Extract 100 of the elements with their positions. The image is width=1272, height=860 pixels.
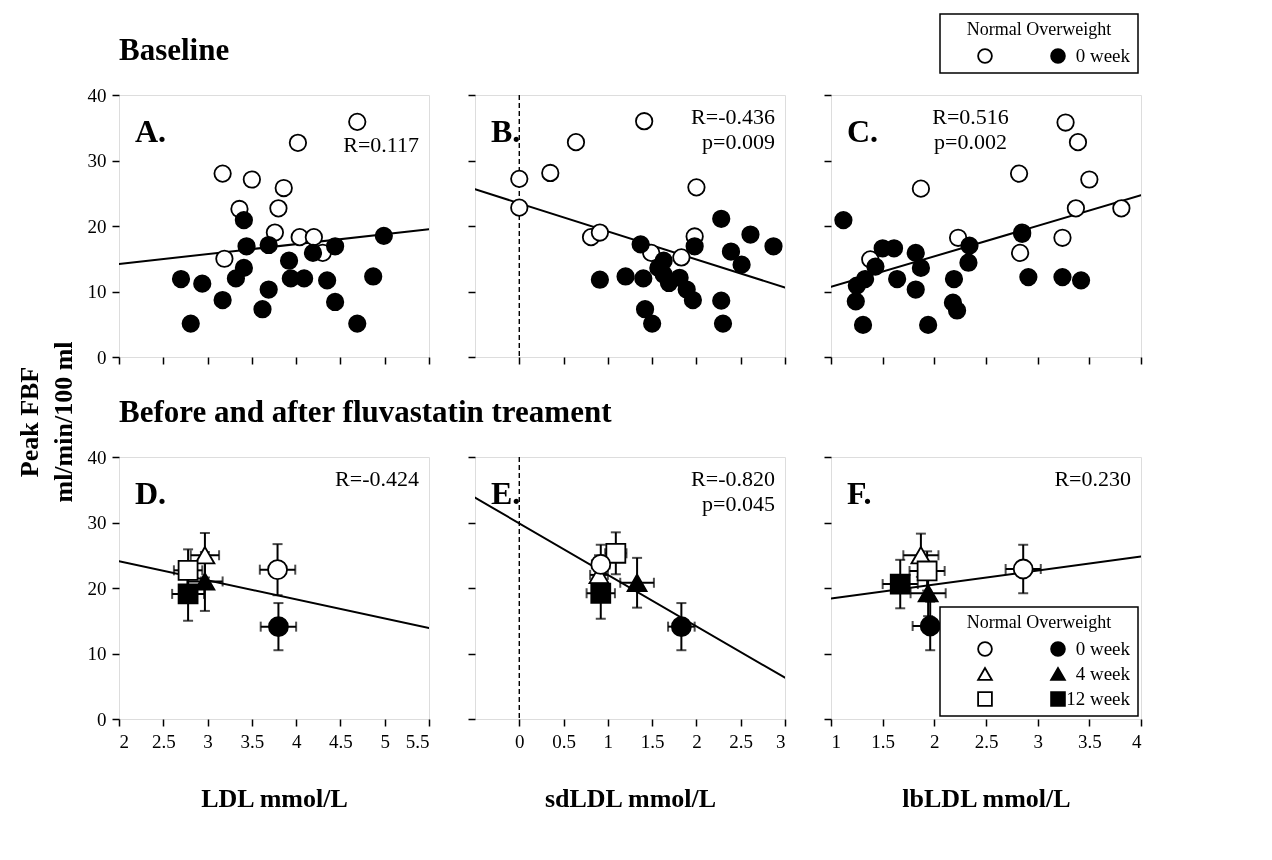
point xyxy=(177,559,199,581)
point xyxy=(911,179,931,198)
x-tick-label: 5 xyxy=(380,730,390,752)
point xyxy=(1012,558,1034,580)
point xyxy=(919,615,941,637)
annotation: R=0.230 xyxy=(1054,466,1131,491)
point xyxy=(834,211,853,230)
legend-title: Normal Overweight xyxy=(966,19,1112,39)
point xyxy=(685,237,704,256)
point xyxy=(764,237,783,256)
x-axis-title: lbLDL mmol/L xyxy=(902,783,1071,813)
annotation: D. xyxy=(135,475,167,511)
point xyxy=(364,267,383,286)
x-tick-label: 2 xyxy=(119,730,129,752)
annotation: C. xyxy=(847,113,879,149)
point xyxy=(713,314,733,333)
annotation: p=0.045 xyxy=(702,491,775,516)
annotation: R=0.117 xyxy=(343,132,419,157)
point xyxy=(1066,199,1086,218)
point xyxy=(269,199,288,218)
y-tick-label: 20 xyxy=(87,215,107,237)
point xyxy=(295,269,314,288)
point xyxy=(1009,164,1029,183)
point xyxy=(259,235,278,255)
point xyxy=(672,248,691,267)
point xyxy=(635,300,655,319)
annotation: A. xyxy=(135,113,167,149)
point xyxy=(242,170,261,189)
x-tick-label: 0.5 xyxy=(552,730,576,752)
x-tick-label: 2.5 xyxy=(974,730,999,752)
point xyxy=(237,237,256,256)
point xyxy=(1053,228,1072,247)
point xyxy=(916,560,938,582)
annotation: p=0.002 xyxy=(934,129,1007,154)
point xyxy=(712,291,731,310)
y-axis-title: Peak FBF ml/min/100 ml xyxy=(15,341,78,503)
x-tick-label: 4 xyxy=(1132,730,1142,752)
point xyxy=(732,255,751,274)
point xyxy=(635,112,654,131)
x-tick-label: 5.5 xyxy=(405,730,430,752)
point xyxy=(911,258,931,278)
x-tick-label: 3.5 xyxy=(1077,730,1102,752)
legend-title: Normal Overweight xyxy=(966,612,1112,632)
y-tick-label: 10 xyxy=(87,643,107,664)
x-tick-label: 3 xyxy=(776,730,786,752)
y-tick-label: 0 xyxy=(97,708,107,730)
point xyxy=(510,169,529,188)
point xyxy=(259,280,278,299)
point xyxy=(631,235,650,254)
legend-label: 12 week xyxy=(1066,688,1131,709)
point xyxy=(348,314,367,333)
y-tick-label: 10 xyxy=(87,281,107,302)
y-tick-label: 20 xyxy=(87,577,107,599)
point xyxy=(1071,271,1091,290)
point xyxy=(304,228,323,247)
point xyxy=(274,178,293,198)
y-tick-label: 40 xyxy=(87,84,107,106)
annotation: R=0.516 xyxy=(932,104,1009,129)
x-tick-label: 3.5 xyxy=(240,730,265,752)
point xyxy=(1112,199,1131,218)
point xyxy=(605,542,627,564)
x-axis-title: LDL mmol/L xyxy=(201,783,348,813)
point xyxy=(888,269,907,289)
point xyxy=(234,211,253,230)
point xyxy=(683,290,702,310)
point xyxy=(279,251,299,270)
point xyxy=(177,583,199,605)
point xyxy=(959,253,978,272)
y-tick-label: 30 xyxy=(87,512,107,533)
point xyxy=(906,280,925,299)
annotation: B. xyxy=(491,113,521,149)
x-tick-label: 2 xyxy=(692,730,702,752)
point xyxy=(348,112,367,131)
point xyxy=(866,257,885,276)
annotation: p=0.009 xyxy=(702,129,775,154)
annotation: R=-0.424 xyxy=(335,466,419,491)
x-tick-label: 1.5 xyxy=(640,730,665,752)
point xyxy=(944,269,964,289)
legend-label: 0 week xyxy=(1075,45,1131,66)
y-tick-label: 30 xyxy=(87,150,107,171)
point xyxy=(226,269,246,288)
annotation: R=-0.436 xyxy=(691,104,775,129)
point xyxy=(181,314,200,333)
point xyxy=(846,292,865,311)
legend-label: 0 week xyxy=(1075,638,1131,659)
point xyxy=(1068,133,1088,152)
point xyxy=(1019,267,1038,287)
point xyxy=(590,270,609,289)
point xyxy=(303,243,323,262)
point xyxy=(374,226,393,245)
x-tick-label: 0 xyxy=(515,730,525,752)
y-tick-label: 40 xyxy=(87,446,107,468)
x-tick-label: 2.5 xyxy=(151,730,176,752)
point xyxy=(194,546,216,565)
y-tick-label: 0 xyxy=(97,346,107,368)
x-tick-label: 3 xyxy=(1033,730,1043,752)
point xyxy=(889,573,911,595)
point xyxy=(1080,170,1099,189)
x-tick-label: 1.5 xyxy=(871,730,896,752)
annotation: F. xyxy=(847,475,872,511)
